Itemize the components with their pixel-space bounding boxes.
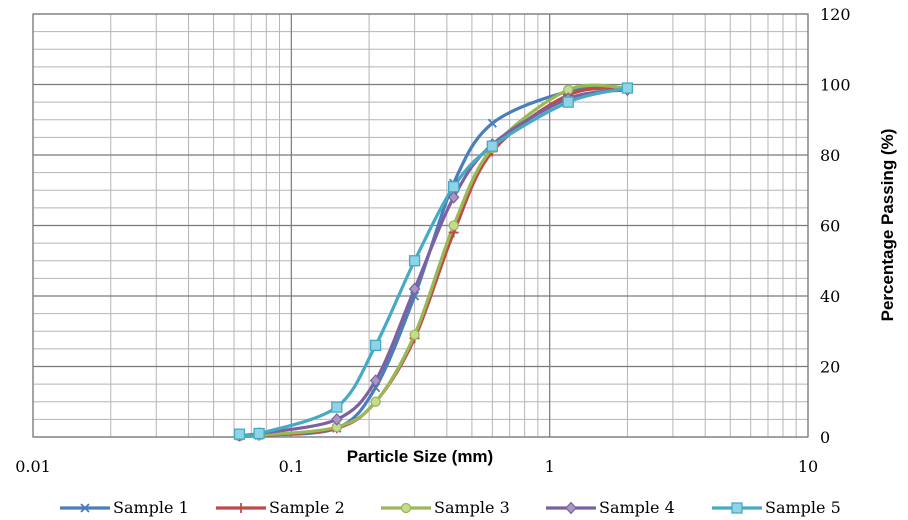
grid bbox=[32, 13, 809, 438]
data-point-series-5 bbox=[621, 82, 634, 94]
data-point-series-3 bbox=[370, 396, 381, 407]
x-tick-label: 10 bbox=[798, 457, 818, 476]
data-point-series-5 bbox=[486, 140, 499, 152]
data-point-series-5 bbox=[253, 427, 265, 440]
legend-label: Sample 5 bbox=[765, 498, 841, 517]
legend-swatch-marker bbox=[80, 503, 90, 513]
legend-item-2: Sample 2 bbox=[216, 498, 345, 517]
data-point-series-5 bbox=[369, 339, 382, 352]
data-point-series-1 bbox=[371, 383, 381, 393]
data-point-series-1 bbox=[487, 118, 497, 128]
y-axis-title: Percentage Passing (%) bbox=[878, 129, 897, 322]
data-point-series-4 bbox=[447, 190, 460, 204]
series-line-4 bbox=[237, 88, 629, 437]
x-axis-tick-labels: 0.01 0.1 1 10 bbox=[15, 457, 818, 476]
y-tick-label: 100 bbox=[820, 76, 851, 95]
legend-label: Sample 3 bbox=[434, 498, 510, 517]
legend-swatch-marker bbox=[400, 502, 412, 514]
legend-label: Sample 4 bbox=[599, 498, 675, 517]
data-point-series-5 bbox=[331, 401, 343, 413]
data-point-series-3 bbox=[448, 220, 459, 231]
legend-item-4: Sample 4 bbox=[546, 498, 675, 517]
data-point-series-4 bbox=[331, 412, 343, 426]
legend-swatch-marker bbox=[236, 503, 246, 513]
y-tick-label: 20 bbox=[820, 358, 840, 377]
legend-label: Sample 1 bbox=[113, 498, 189, 517]
series-line-5 bbox=[237, 86, 629, 438]
x-axis-title: Particle Size (mm) bbox=[347, 447, 493, 466]
legend-label: Sample 2 bbox=[269, 498, 345, 517]
legend: Sample 1 Sample 2 Sample 3 Sample 4 Sample 5 bbox=[60, 498, 841, 517]
data-point-series-4 bbox=[369, 374, 382, 387]
legend-swatch-marker bbox=[565, 501, 577, 515]
data-point-series-5 bbox=[233, 428, 246, 440]
legend-item-5: Sample 5 bbox=[712, 498, 841, 517]
plot-area-border bbox=[32, 13, 809, 438]
data-point-series-5 bbox=[562, 96, 574, 108]
x-tick-label: 1 bbox=[545, 457, 555, 476]
y-tick-label: 60 bbox=[820, 217, 840, 236]
legend-swatch-marker bbox=[731, 502, 743, 514]
data-point-series-3 bbox=[409, 329, 420, 340]
y-tick-label: 120 bbox=[820, 5, 851, 24]
series-markers bbox=[233, 82, 634, 442]
y-tick-label: 80 bbox=[820, 146, 840, 165]
x-tick-label: 0.01 bbox=[15, 457, 51, 476]
data-point-series-4 bbox=[408, 282, 421, 296]
y-tick-label: 0 bbox=[820, 428, 830, 447]
data-point-series-1 bbox=[409, 291, 420, 301]
data-point-series-5 bbox=[408, 255, 421, 267]
x-tick-label: 0.1 bbox=[279, 457, 304, 476]
legend-item-3: Sample 3 bbox=[381, 498, 510, 517]
series-line-3 bbox=[237, 83, 629, 438]
y-tick-label: 40 bbox=[820, 287, 840, 306]
legend-item-1: Sample 1 bbox=[60, 498, 189, 517]
data-point-series-5 bbox=[448, 181, 460, 193]
y-axis-tick-labels: 0 20 40 60 80 100 120 bbox=[820, 5, 851, 447]
